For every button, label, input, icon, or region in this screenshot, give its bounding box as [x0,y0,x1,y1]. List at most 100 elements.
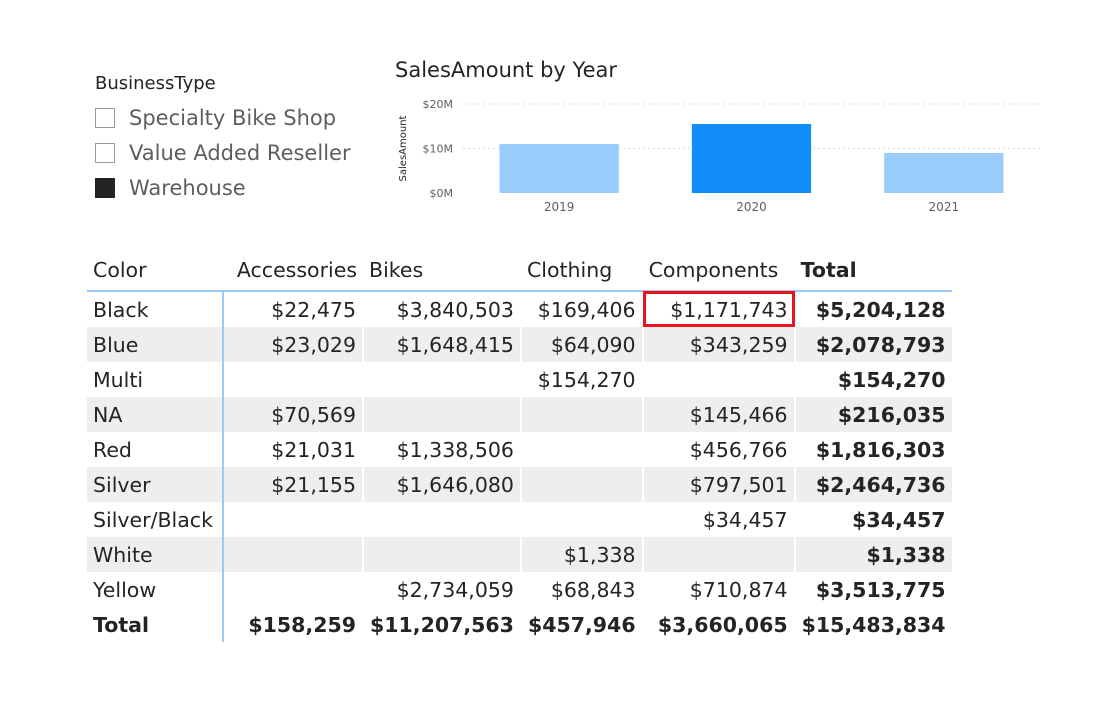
value-cell[interactable]: $154,270 [520,362,644,397]
chart-title: SalesAmount by Year [395,58,617,82]
value-cell[interactable]: $64,090 [520,327,644,362]
bar-2020[interactable] [691,124,812,193]
row-header-color[interactable]: Black [87,291,224,327]
value-cell[interactable] [363,397,522,432]
value-cell[interactable]: $456,766 [642,432,796,467]
value-cell[interactable]: $22,475 [223,291,364,327]
value-cell[interactable]: $11,207,563 [363,607,522,642]
value-cell[interactable] [223,502,364,537]
row-total-cell[interactable]: $1,816,303 [815,437,946,462]
value-cell[interactable] [363,537,522,572]
table-row: NA $70,569 $145,466 $216,035 [87,397,952,432]
checkbox-specialty-bike-shop[interactable] [95,107,115,128]
value-cell[interactable]: $21,031 [223,432,364,467]
table-row: Yellow $2,734,059 $68,843 $710,874 $3,513,77… [87,572,952,607]
y-tick-label: $0M [430,187,454,200]
row-total-cell[interactable]: $1,338 [794,537,952,572]
table-row: Black $22,475 $3,840,503 $169,406 $1,171,743… [87,291,952,327]
value-cell[interactable]: $169,406 [520,291,644,327]
row-total-cell[interactable]: $3,513,775 [815,577,946,602]
row-header-color[interactable]: Silver/Black [87,502,224,537]
row-total-cell[interactable]: $216,035 [794,397,952,432]
slicer-item-value-added-reseller[interactable]: Value Added Reseller [95,135,375,170]
value-cell[interactable]: $1,338,506 [363,432,522,467]
value-cell[interactable]: $1,646,080 [363,467,522,502]
row-header-color[interactable]: Yellow [87,572,224,607]
business-type-slicer: BusinessType Specialty Bike Shop Value A… [95,72,375,205]
header-color[interactable]: Color [87,250,223,292]
y-tick-label: $20M [423,98,454,111]
value-cell[interactable]: $145,466 [642,397,796,432]
value-cell[interactable]: $797,501 [642,467,796,502]
table-row: Red $21,031 $1,338,506 $456,766 $1,816,303 [87,432,952,467]
row-header-color[interactable]: White [87,537,224,572]
value-cell[interactable] [520,467,644,502]
header-accessories[interactable]: Accessories [223,250,363,292]
color-category-matrix: Color Accessories Bikes Clothing Compone… [87,250,952,642]
value-cell[interactable]: $3,840,503 [363,291,522,327]
row-total-cell[interactable]: $34,457 [852,507,946,532]
row-header-color[interactable]: NA [87,397,224,432]
bar-chart-svg: $0M $10M $20M SalesAmount 2019 2020 2021 [398,98,1040,214]
checkbox-warehouse[interactable] [95,177,115,198]
header-total[interactable]: Total [794,250,952,292]
highlighted-value-cell[interactable]: $1,171,743 [642,291,796,327]
header-components[interactable]: Components [642,250,795,292]
matrix-header-row: Color Accessories Bikes Clothing Compone… [87,250,952,292]
value-cell[interactable] [223,572,364,607]
row-total-cell[interactable]: $154,270 [837,367,946,392]
slicer-title: BusinessType [95,73,216,94]
grand-total-row: Total $158,259 $11,207,563 $457,946 $3,660,0… [87,607,952,642]
value-cell[interactable]: $3,660,065 [642,607,796,642]
grand-total-label[interactable]: Total [87,607,224,642]
row-header-color[interactable]: Blue [87,327,224,362]
value-cell[interactable]: $1,338 [520,537,644,572]
row-header-color[interactable]: Multi [87,362,224,397]
row-total-cell[interactable]: $5,204,128 [815,297,946,322]
value-cell[interactable] [363,502,522,537]
sales-by-year-chart: SalesAmount by Year $0M $10M $20M SalesAmou… [395,58,1055,223]
value-cell[interactable]: $1,648,415 [363,327,522,362]
header-bikes[interactable]: Bikes [363,250,521,292]
slicer-item-specialty-bike-shop[interactable]: Specialty Bike Shop [95,100,375,135]
value-cell[interactable] [520,432,644,467]
header-clothing[interactable]: Clothing [520,250,643,292]
value-cell[interactable]: $158,259 [223,607,364,642]
table-row: Silver $21,155 $1,646,080 $797,501 $2,464,73… [87,467,952,502]
value-cell[interactable] [363,362,522,397]
value-cell[interactable] [520,502,644,537]
slicer-item-warehouse[interactable]: Warehouse [95,170,375,205]
value-cell[interactable] [520,397,644,432]
value-cell[interactable]: $68,843 [520,572,644,607]
y-axis-label: SalesAmount [398,115,409,181]
y-tick-label: $10M [423,143,454,156]
value-cell[interactable]: $70,569 [223,397,364,432]
value-cell[interactable] [223,362,364,397]
value-cell[interactable]: $2,734,059 [363,572,522,607]
x-tick-label: 2019 [544,200,575,214]
table-row: Blue $23,029 $1,648,415 $64,090 $343,259 $2,0… [87,327,952,362]
x-tick-label: 2020 [736,200,767,214]
slicer-item-label: Specialty Bike Shop [129,105,337,130]
value-cell[interactable]: $23,029 [223,327,364,362]
row-header-color[interactable]: Red [87,432,224,467]
x-tick-label: 2021 [929,200,960,214]
value-cell[interactable]: $34,457 [642,502,796,537]
row-header-color[interactable]: Silver [87,467,224,502]
value-cell[interactable]: $710,874 [642,572,796,607]
value-cell[interactable]: $457,946 [520,607,644,642]
checkbox-value-added-reseller[interactable] [95,142,115,163]
table-row: White $1,338 $1,338 [87,537,952,572]
row-total-cell[interactable]: $2,078,793 [794,327,952,362]
value-cell[interactable]: $343,259 [642,327,796,362]
value-cell[interactable] [642,537,796,572]
slicer-item-label: Value Added Reseller [129,140,351,165]
bar-2019[interactable] [499,144,619,193]
value-cell[interactable] [223,537,364,572]
row-total-cell[interactable]: $2,464,736 [794,467,952,502]
bar-2021[interactable] [884,152,1004,193]
row-total-cell[interactable]: $15,483,834 [801,612,946,637]
value-cell[interactable] [642,362,796,397]
table-row: Silver/Black $34,457 $34,457 [87,502,952,537]
value-cell[interactable]: $21,155 [223,467,364,502]
